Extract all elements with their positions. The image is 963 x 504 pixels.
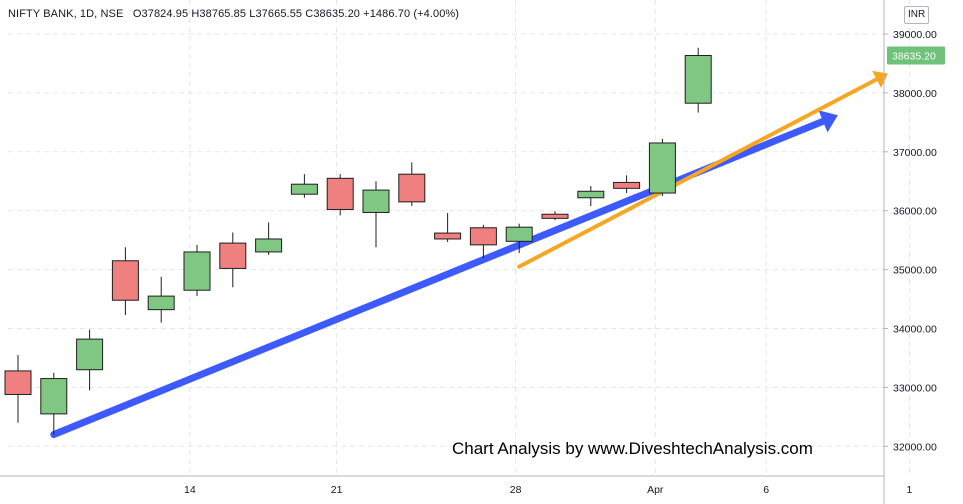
grid [8, 0, 910, 476]
candle [434, 213, 462, 242]
header-sep-2: , [94, 8, 101, 20]
y-tick-label: 37000.00 [893, 147, 937, 159]
candle [613, 175, 641, 194]
candle [577, 185, 605, 206]
candle [541, 211, 569, 221]
candle-body-up [290, 183, 318, 195]
x-tick-label: 28 [510, 484, 522, 496]
header-sep-1: , [73, 8, 80, 20]
candle [469, 224, 497, 259]
currency-badge[interactable]: INR [904, 6, 930, 24]
candle-body-up [362, 189, 390, 213]
trendline-orange-shaft [517, 77, 879, 269]
candle [398, 162, 426, 206]
candle-body-down [4, 370, 32, 395]
y-tick-label: 35000.00 [893, 265, 937, 277]
candle-body-up [505, 226, 533, 242]
candle-body-up [183, 251, 211, 291]
candle-body-up [648, 142, 676, 194]
y-tick-label: 33000.00 [893, 382, 937, 394]
candle [40, 372, 68, 435]
candle-body-down [434, 232, 462, 240]
candles [4, 47, 712, 435]
ohlc-readout: O37824.95 H38765.85 L37665.55 C38635.20 … [132, 8, 460, 20]
interval-label[interactable]: 1D [79, 8, 95, 20]
candle-body-down [326, 177, 354, 211]
candle [255, 222, 283, 255]
header-sep-3 [123, 8, 132, 20]
candle [111, 247, 139, 315]
candle-body-down [398, 173, 426, 203]
candle [290, 174, 318, 198]
y-tick-label: 39000.00 [893, 29, 937, 41]
candle-body-up [40, 378, 68, 415]
candle [147, 276, 175, 323]
candle [648, 138, 676, 196]
candle-body-down [111, 260, 139, 301]
watermark-text: Chart Analysis by www.DiveshtechAnalysis… [452, 439, 813, 458]
candle-body-up [255, 238, 283, 253]
x-tick-label: 6 [763, 484, 769, 496]
symbol-header: NIFTY BANK, 1D, NSE O37824.95 H38765.85 … [8, 8, 459, 20]
candle-body-down [613, 181, 641, 189]
y-tick-label: 36000.00 [893, 206, 937, 218]
y-tick-label: 32000.00 [893, 441, 937, 453]
candle-body-down [469, 227, 497, 246]
candle-body-down [219, 242, 247, 269]
last-price-badge [887, 46, 945, 65]
trendlines [50, 70, 888, 439]
exchange-label: NSE [100, 8, 124, 20]
x-tick-label: 14 [184, 484, 196, 496]
candle-body-up [76, 338, 104, 371]
trendline-blue-arrowhead [818, 110, 838, 133]
symbol-name[interactable]: NIFTY BANK [8, 8, 74, 20]
x-tick-label: 21 [331, 484, 343, 496]
last-price-text: 38635.20 [892, 50, 936, 62]
candle [183, 244, 211, 297]
candle-body-up [684, 54, 712, 104]
candle [219, 232, 247, 288]
x-tick-label: 1 [906, 484, 912, 496]
candle [326, 174, 354, 216]
x-tick-label: Apr [647, 484, 664, 496]
candle-body-up [577, 190, 605, 199]
candle-body-down [541, 213, 569, 219]
y-tick-label: 38000.00 [893, 88, 937, 100]
candle [362, 181, 390, 248]
last-price-label: 38635.20 [887, 46, 945, 65]
trendline-blue [50, 110, 838, 439]
candle [505, 223, 533, 254]
candle [684, 47, 712, 113]
candle [4, 355, 32, 423]
candle [76, 329, 104, 391]
y-tick-label: 34000.00 [893, 324, 937, 336]
candle-body-up [147, 295, 175, 311]
